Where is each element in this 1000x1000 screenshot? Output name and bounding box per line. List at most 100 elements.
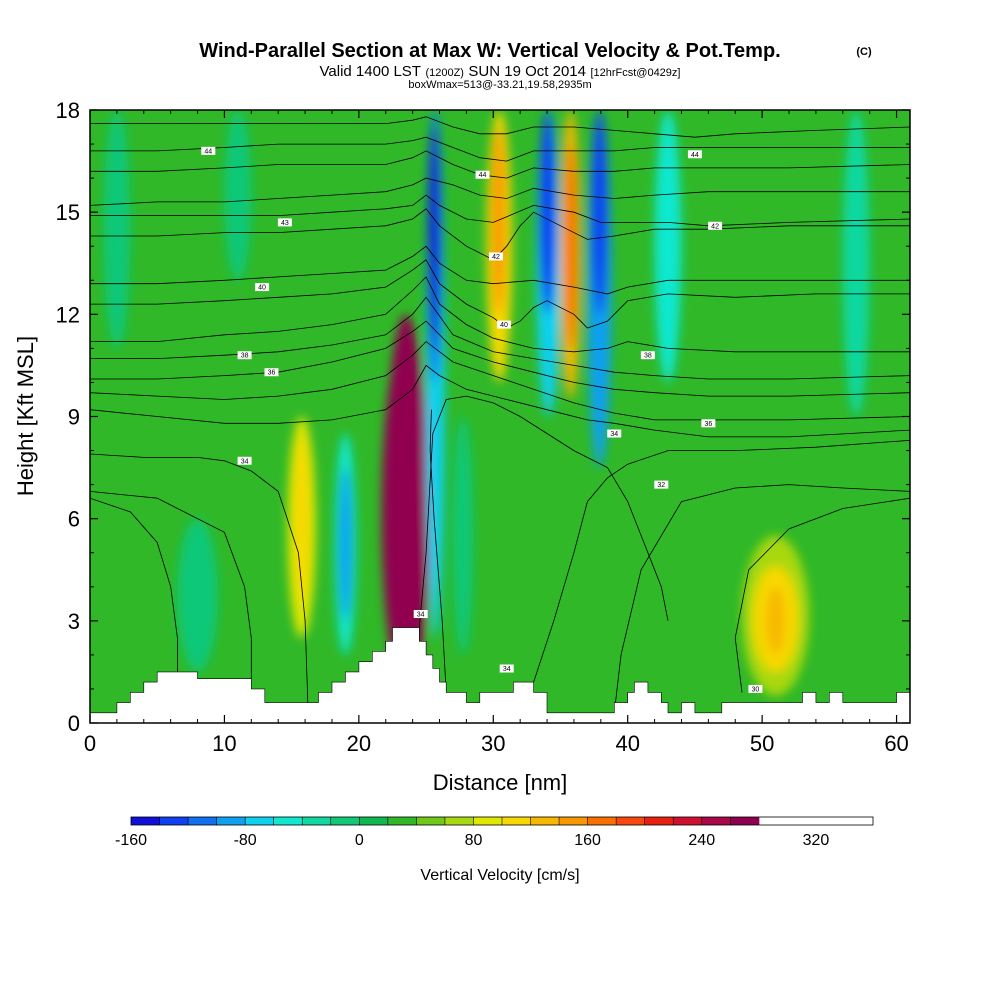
contour-label: 32	[657, 482, 665, 489]
contour-label-box	[475, 170, 490, 179]
contour-label: 44	[204, 148, 212, 155]
theta-contour-line	[533, 439, 910, 683]
contour-label-box	[488, 252, 503, 261]
theta-contour-line	[90, 276, 910, 353]
colorbar-swatch	[587, 817, 617, 825]
velocity-cell	[766, 586, 785, 655]
colorbar-tick-label: 80	[465, 832, 483, 849]
contour-label: 42	[492, 254, 500, 261]
theta-contour-line	[418, 395, 669, 628]
theta-contour-line	[90, 453, 309, 703]
y-tick-label: 18	[56, 98, 80, 123]
colorbar-tick-label: -160	[115, 832, 147, 849]
contour-label: 36	[704, 421, 712, 428]
x-tick-label: 40	[615, 731, 639, 756]
x-tick-label: 50	[750, 731, 774, 756]
y-tick-label: 3	[68, 609, 80, 634]
y-tick-label: 12	[56, 302, 80, 327]
contour-label: 38	[644, 353, 652, 360]
velocity-field	[103, 110, 870, 696]
colorbar-swatch	[273, 817, 303, 825]
y-tick-label: 9	[68, 405, 80, 430]
velocity-cell	[177, 518, 218, 672]
contour-label-box	[687, 150, 702, 159]
colorbar-tick-label: 240	[688, 832, 715, 849]
colorbar-swatch	[330, 817, 360, 825]
colorbar-swatch	[245, 817, 275, 825]
theta-contour-line	[90, 491, 252, 679]
colorbar-swatch	[159, 817, 189, 825]
y-tick-label: 6	[68, 507, 80, 532]
valid-time-line: Valid 1400 LST (1200Z) SUN 19 Oct 2014 […	[320, 63, 681, 80]
velocity-cell	[338, 467, 353, 621]
velocity-cell	[392, 430, 417, 553]
theta-contour-line	[90, 150, 910, 179]
theta-contour-line	[90, 341, 910, 421]
y-tick-label: 15	[56, 200, 80, 225]
contour-label-box	[708, 221, 723, 230]
x-tick-label: 10	[212, 731, 236, 756]
contour-label: 34	[241, 458, 249, 465]
theta-contour-line	[613, 484, 910, 713]
colorbar-swatch	[444, 817, 474, 825]
theta-contour-line	[90, 497, 178, 672]
y-tick-label: 0	[68, 711, 80, 736]
velocity-cell	[103, 110, 131, 349]
x-axis-label: Distance [nm]	[433, 770, 568, 795]
colorbar-swatch	[387, 817, 417, 825]
colorbar-tick-label: 160	[574, 832, 601, 849]
velocity-cell	[564, 144, 577, 349]
contour-label-box	[255, 283, 270, 292]
contour-label: 34	[503, 666, 511, 673]
theta-contour-line	[90, 116, 910, 138]
x-tick-label: 30	[481, 731, 505, 756]
y-axis-label: Height [Kft MSL]	[13, 336, 38, 496]
colorbar-swatch	[216, 817, 246, 825]
contour-label: 40	[258, 285, 266, 292]
contour-label: 34	[610, 431, 618, 438]
theta-contour-line	[90, 245, 910, 295]
colorbar-swatch	[616, 817, 646, 825]
theta-contour-line	[734, 497, 910, 693]
colorbar-tick-label: -80	[234, 832, 257, 849]
x-tick-label: 60	[884, 731, 908, 756]
contour-label: 44	[691, 152, 699, 159]
colorbar: -160 -80 0 80 160 240 320	[115, 816, 874, 849]
velocity-cell	[538, 110, 557, 315]
colorbar-tick-label: 0	[355, 832, 364, 849]
contour-label-box	[237, 351, 252, 360]
contour-label-box	[654, 480, 669, 489]
colorbar-tick-label: 320	[803, 832, 830, 849]
box-info: boxWmax=513@-33.21,19.58,2935m	[408, 79, 591, 91]
colorbar-swatch	[359, 817, 389, 825]
colorbar-swatch	[131, 817, 161, 825]
contour-label: 42	[711, 223, 719, 230]
contour-label: 44	[479, 172, 487, 179]
velocity-cell	[591, 110, 608, 315]
colorbar-swatch	[673, 817, 703, 825]
contour-label: 30	[752, 686, 760, 693]
colorbar-swatch	[302, 817, 332, 825]
colorbar-swatch	[559, 817, 589, 825]
theta-contour-line	[90, 136, 910, 162]
contour-label-box	[701, 419, 716, 428]
x-tick-label: 0	[84, 731, 96, 756]
velocity-cell	[224, 110, 252, 281]
contour-label: 40	[500, 322, 508, 329]
terrain-profile	[90, 627, 910, 723]
velocity-cell	[294, 433, 310, 604]
colorbar-label: Vertical Velocity [cm/s]	[420, 867, 579, 884]
velocity-cell	[842, 110, 870, 417]
theta-contour-line	[429, 409, 447, 693]
theta-contour-line	[90, 194, 910, 227]
colorbar-swatch	[644, 817, 674, 825]
contour-label: 36	[268, 370, 276, 377]
terrain	[90, 627, 910, 723]
theta-contour-line	[90, 320, 910, 397]
velocity-cell	[428, 127, 440, 349]
colorbar-swatch	[473, 817, 503, 825]
contour-label-box	[264, 368, 279, 377]
contour-label-box	[201, 146, 216, 155]
